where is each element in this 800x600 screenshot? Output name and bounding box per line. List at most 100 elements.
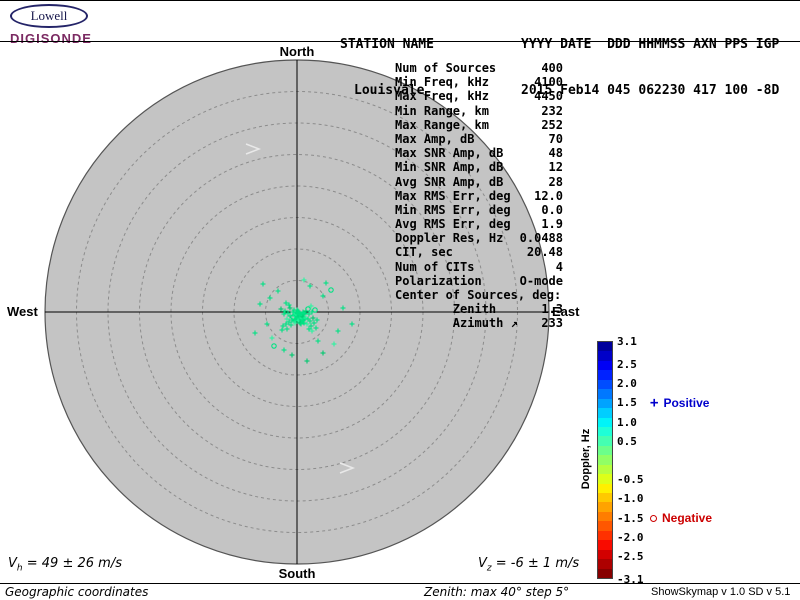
colorbar-segment: [598, 511, 612, 522]
scatter-point: [271, 343, 277, 349]
param-label: Num of CITs: [395, 259, 475, 274]
colorbar-segment: [598, 464, 612, 475]
datetime-columns-label: YYYY DATE DDD HHMMSS AXN PPS IGP: [521, 37, 780, 52]
param-value: 20.48: [526, 245, 563, 260]
param-label: Avg RMS Err, deg: [395, 217, 511, 232]
negative-doppler-legend: Negative: [650, 511, 712, 525]
station-name-value: Louisvale: [354, 83, 425, 98]
param-label: Max Range, km: [395, 117, 489, 132]
colorbar-segment: [598, 540, 612, 550]
colorbar-segment: [598, 398, 612, 409]
param-value: 48: [548, 146, 563, 161]
compass-east-label: East: [552, 304, 580, 319]
vh-symbol: V: [8, 556, 17, 571]
param-label: Polarization: [395, 273, 482, 288]
param-row: CIT, sec 20.48: [395, 245, 563, 259]
scatter-point: [290, 314, 296, 320]
param-row: Max Amp, dB 70: [395, 132, 563, 146]
param-value: 233: [541, 316, 563, 331]
colorbar-tick-label: -1.0: [617, 492, 644, 506]
positive-doppler-legend: + Positive: [650, 396, 709, 410]
colorbar-segment: [598, 408, 612, 418]
param-value: 232: [541, 103, 563, 118]
vz-subscript: z: [486, 563, 492, 574]
colorbar-segment: [598, 370, 612, 380]
lowell-logo-ellipse: Lowell: [10, 4, 88, 28]
chevron-mark-icon: [245, 143, 262, 155]
param-value: 0.0488: [519, 231, 563, 246]
colorbar-tick-label: 1.0: [617, 415, 637, 429]
colorbar-segment: [598, 445, 612, 456]
header-divider-line: [0, 41, 800, 42]
colorbar-segment: [598, 559, 612, 569]
doppler-colorbar: [597, 341, 613, 579]
param-row: Doppler Res, Hz 0.0488: [395, 231, 563, 245]
scatter-point: [305, 306, 311, 312]
colorbar-segment: [598, 436, 612, 446]
param-value: 252: [541, 117, 563, 132]
param-label: Min Range, km: [395, 103, 489, 118]
colorbar-segment: [598, 426, 612, 437]
param-row: Center of Sources, deg:: [395, 288, 563, 302]
coordinates-note: Geographic coordinates: [5, 585, 149, 599]
footer-divider-line: [0, 583, 800, 584]
colorbar-segment: [598, 493, 612, 503]
param-value: 1.3: [541, 302, 563, 317]
param-row: Polarization O-mode: [395, 274, 563, 288]
colorbar-tick-label: -0.5: [617, 473, 644, 487]
param-label: Azimuth ↗: [395, 316, 518, 331]
colorbar-tick-label: -3.1: [617, 573, 644, 586]
param-row: Min Freq, kHz 4100: [395, 75, 563, 89]
vertical-velocity-readout: Vz = -6 ± 1 m/s: [478, 556, 579, 574]
colorbar-tick-label: 2.5: [617, 358, 637, 372]
param-row: Num of Sources 400: [395, 61, 563, 75]
param-value: 12.0: [534, 188, 563, 203]
param-value: 28: [548, 174, 563, 189]
param-row: Azimuth ↗ 233: [395, 316, 563, 330]
colorbar-tick-label: 0.5: [617, 434, 637, 448]
negative-legend-label: Negative: [662, 511, 713, 525]
colorbar-segment: [598, 568, 612, 578]
positive-legend-label: Positive: [663, 396, 710, 410]
param-row: Zenith 1.3: [395, 302, 563, 316]
param-label: Doppler Res, Hz: [395, 231, 504, 246]
param-row: Max Range, km 252: [395, 118, 563, 132]
colorbar-tick-label: 2.0: [617, 377, 637, 391]
param-row: Min SNR Amp, dB 12: [395, 160, 563, 174]
colorbar-segment: [598, 342, 612, 352]
param-label: Max Freq, kHz: [395, 89, 489, 104]
colorbar-tick-label: 3.1: [617, 335, 637, 348]
param-label: Max Amp, dB: [395, 131, 475, 146]
param-label: Min Freq, kHz: [395, 75, 489, 90]
colorbar-tick-label: 1.5: [617, 396, 637, 410]
param-row: Min Range, km 232: [395, 104, 563, 118]
top-border-line: [0, 0, 800, 1]
param-row: Max SNR Amp, dB 48: [395, 146, 563, 160]
param-label: Min RMS Err, deg: [395, 202, 511, 217]
param-label: Zenith: [395, 302, 497, 317]
param-row: Avg SNR Amp, dB 28: [395, 175, 563, 189]
colorbar-segment: [598, 360, 612, 371]
colorbar-segment: [598, 549, 612, 560]
param-row: Avg RMS Err, deg 1.9: [395, 217, 563, 231]
param-value: 70: [548, 131, 563, 146]
colorbar-segment: [598, 521, 612, 531]
vh-value: = 49 ± 26 m/s: [22, 556, 122, 571]
station-header: STATION NAME Louisvale: [340, 7, 434, 128]
colorbar-tick-label: -1.5: [617, 511, 644, 525]
chevron-mark-icon: [339, 462, 356, 474]
compass-south-label: South: [278, 566, 316, 581]
plus-marker-icon: +: [650, 395, 659, 411]
colorbar-segment: [598, 351, 612, 361]
colorbar-tick-label: -2.0: [617, 530, 644, 544]
colorbar-segment: [598, 530, 612, 541]
compass-west-label: West: [7, 304, 38, 319]
param-label: CIT, sec: [395, 245, 453, 260]
colorbar-segment: [598, 502, 612, 512]
doppler-axis-label: Doppler, Hz: [580, 428, 592, 490]
compass-north-label: North: [279, 44, 315, 59]
param-label: Max SNR Amp, dB: [395, 146, 504, 161]
param-label: Avg SNR Amp, dB: [395, 174, 504, 189]
